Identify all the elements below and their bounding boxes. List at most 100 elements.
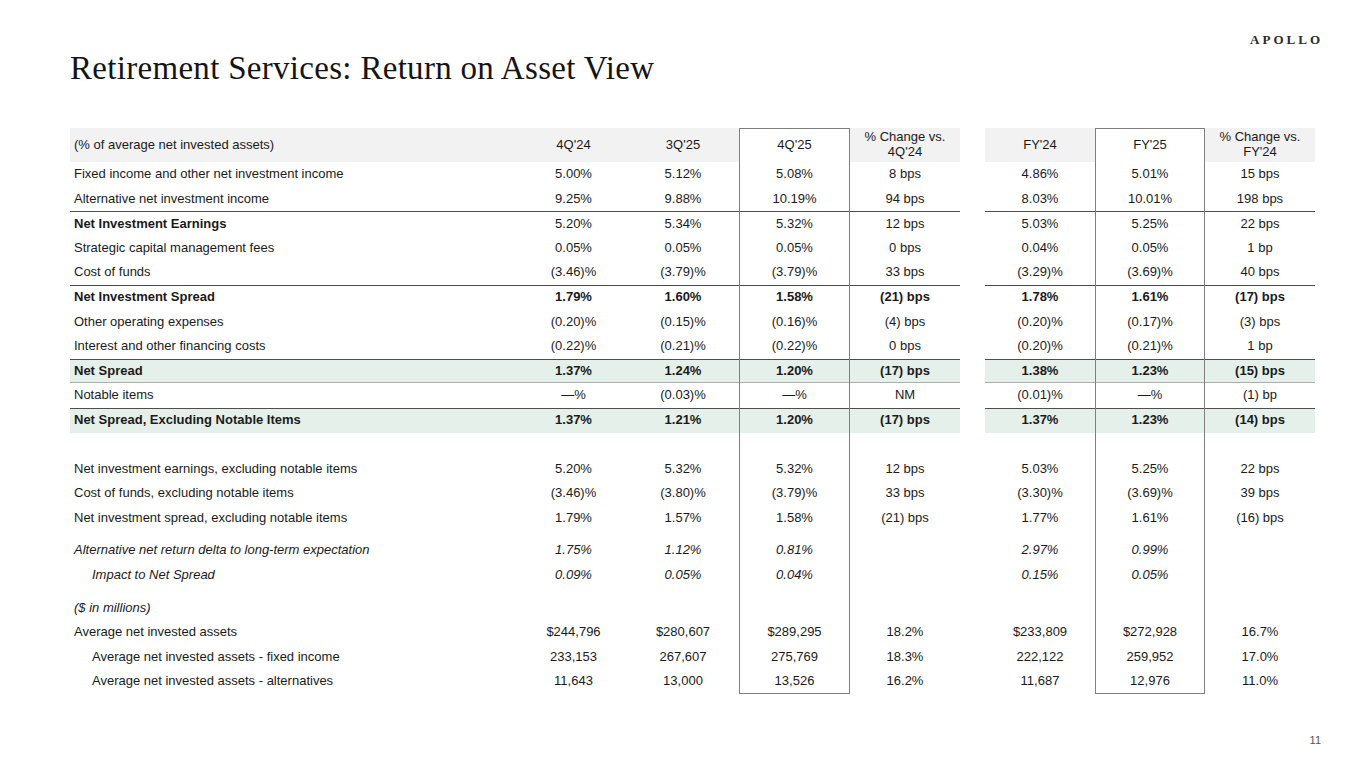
gap-cell — [960, 236, 985, 261]
cell-value: 12,976 — [1095, 669, 1205, 694]
gap-cell — [960, 187, 985, 212]
cell-value: (4) bps — [850, 310, 960, 335]
cell-value: 40 bps — [1205, 260, 1315, 285]
table-row: Notable items—%(0.03)%—%NM(0.01)%—%(1) b… — [70, 383, 1315, 408]
table-row: Net Investment Spread1.79%1.60%1.58%(21)… — [70, 285, 1315, 310]
cell-value: (3.80)% — [627, 481, 739, 506]
gap-cell — [960, 506, 985, 531]
cell-value: (0.17)% — [1095, 310, 1205, 335]
gap-cell — [960, 408, 985, 433]
table-row: Fixed income and other net investment in… — [70, 162, 1315, 187]
gap-cell — [960, 620, 985, 645]
cell-value: 10.19% — [739, 187, 850, 212]
row-label: Cost of funds — [70, 260, 520, 285]
cell-value: 1.20% — [739, 408, 850, 433]
cell-value: 0.04% — [739, 563, 850, 588]
cell-value: 15 bps — [1205, 162, 1315, 187]
cell-value: 16.7% — [1205, 620, 1315, 645]
cell-value: 2.97% — [985, 538, 1095, 563]
column-header: 4Q'24 — [520, 128, 627, 162]
row-label: Average net invested assets - alternativ… — [70, 669, 520, 694]
row-label: ($ in millions) — [70, 596, 520, 621]
page-title: Retirement Services: Return on Asset Vie… — [70, 50, 654, 87]
cell-value: 5.00% — [520, 162, 627, 187]
row-label: Net investment earnings, excluding notab… — [70, 457, 520, 482]
gap-cell — [960, 211, 985, 236]
cell-value: 267,607 — [627, 645, 739, 670]
cell-value: 5.03% — [985, 211, 1095, 236]
cell-value: 0.05% — [739, 236, 850, 261]
cell-value: 11,687 — [985, 669, 1095, 694]
cell-value: 9.88% — [627, 187, 739, 212]
gap-cell — [960, 383, 985, 408]
cell-value: 1 bp — [1205, 334, 1315, 359]
cell-value — [850, 596, 960, 621]
row-label: Average net invested assets - fixed inco… — [70, 645, 520, 670]
cell-value: 5.03% — [985, 457, 1095, 482]
cell-value: 1.61% — [1095, 506, 1205, 531]
gap-cell — [960, 563, 985, 588]
row-label: Average net invested assets — [70, 620, 520, 645]
cell-value: 198 bps — [1205, 187, 1315, 212]
table-row: Alternative net return delta to long-ter… — [70, 538, 1315, 563]
row-label: Alternative net return delta to long-ter… — [70, 538, 520, 563]
cell-value: 5.32% — [739, 211, 850, 236]
spacer-row — [70, 530, 1315, 538]
cell-value: (3.79)% — [739, 260, 850, 285]
cell-value: (3.30)% — [985, 481, 1095, 506]
cell-value: 1.58% — [739, 285, 850, 310]
cell-value: (17) bps — [850, 408, 960, 433]
cell-value: 0.05% — [627, 236, 739, 261]
cell-value: 9.25% — [520, 187, 627, 212]
column-header: 4Q'25 — [739, 128, 850, 162]
cell-value: 222,122 — [985, 645, 1095, 670]
cell-value: 10.01% — [1095, 187, 1205, 212]
cell-value: 0.04% — [985, 236, 1095, 261]
table-row: Average net invested assets - alternativ… — [70, 669, 1315, 694]
table-header-row: (% of average net invested assets)4Q'243… — [70, 128, 1315, 162]
cell-value: 1.77% — [985, 506, 1095, 531]
column-header: FY'25 — [1095, 128, 1205, 162]
cell-value — [627, 596, 739, 621]
gap-cell — [960, 538, 985, 563]
table-row: Net investment spread, excluding notable… — [70, 506, 1315, 531]
cell-value: 1.37% — [520, 359, 627, 384]
gap-cell — [960, 310, 985, 335]
page-number: 11 — [1310, 734, 1321, 746]
cell-value: 275,769 — [739, 645, 850, 670]
cell-value: (3.69)% — [1095, 260, 1205, 285]
cell-value: (3.46)% — [520, 260, 627, 285]
cell-value: 1.23% — [1095, 408, 1205, 433]
cell-value: 18.3% — [850, 645, 960, 670]
cell-value — [520, 596, 627, 621]
cell-value: (14) bps — [1205, 408, 1315, 433]
column-header: % Change vs. 4Q'24 — [850, 128, 960, 162]
row-label: Notable items — [70, 383, 520, 408]
header-gap-cell — [960, 128, 985, 162]
spacer-row — [70, 588, 1315, 596]
cell-value: —% — [520, 383, 627, 408]
cell-value — [1205, 538, 1315, 563]
row-label: Net Spread, Excluding Notable Items — [70, 408, 520, 433]
cell-value: 5.01% — [1095, 162, 1205, 187]
cell-value: 12 bps — [850, 457, 960, 482]
cell-value: 5.12% — [627, 162, 739, 187]
cell-value: 0.05% — [1095, 563, 1205, 588]
cell-value: (0.01)% — [985, 383, 1095, 408]
cell-value: (15) bps — [1205, 359, 1315, 384]
cell-value: 1.21% — [627, 408, 739, 433]
cell-value — [985, 596, 1095, 621]
apollo-logo: APOLLO — [1250, 32, 1323, 48]
table-body: Fixed income and other net investment in… — [70, 162, 1315, 694]
gap-cell — [960, 162, 985, 187]
cell-value: 1.20% — [739, 359, 850, 384]
cell-value: 94 bps — [850, 187, 960, 212]
cell-value: (3.46)% — [520, 481, 627, 506]
gap-cell — [960, 457, 985, 482]
cell-value: 22 bps — [1205, 457, 1315, 482]
row-label: Cost of funds, excluding notable items — [70, 481, 520, 506]
cell-value: (0.20)% — [985, 334, 1095, 359]
cell-value: 1.79% — [520, 506, 627, 531]
column-header: FY'24 — [985, 128, 1095, 162]
row-label: Other operating expenses — [70, 310, 520, 335]
